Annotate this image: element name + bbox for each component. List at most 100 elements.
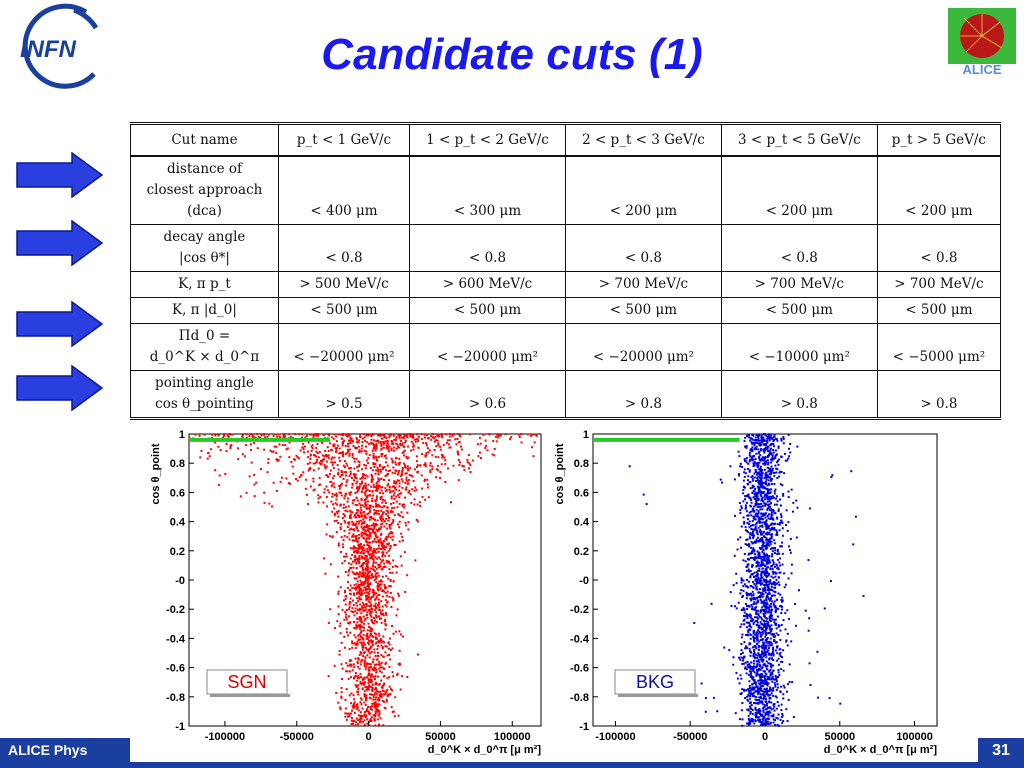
data-point [751,524,754,527]
data-point [327,675,330,678]
data-point [436,464,439,467]
data-point [359,589,362,592]
cut-value-cell: < −20000 μm² [564,323,722,371]
data-point [369,605,372,608]
data-point [758,630,761,633]
data-point [768,497,771,500]
data-point [398,520,401,523]
data-point [380,442,383,445]
data-point [355,562,358,565]
data-point [359,635,362,638]
data-point [341,444,344,447]
data-point [773,606,776,609]
data-point [416,520,419,523]
page-number: 31 [978,738,1024,762]
data-point [351,669,354,672]
data-point [378,491,381,494]
data-point [771,533,774,536]
data-point [779,571,782,574]
data-point [779,604,782,607]
data-point [354,473,357,476]
data-point [754,553,757,556]
data-point [704,710,707,713]
data-point [751,590,754,593]
data-point [387,450,390,453]
data-point [382,518,385,521]
data-point [746,607,749,610]
data-point [775,645,778,648]
data-point [380,496,383,499]
data-point [369,665,372,668]
data-point [759,609,762,612]
data-point [415,518,418,521]
data-point [767,677,770,680]
data-point [437,469,440,472]
data-point [371,499,374,502]
data-point [341,678,344,681]
data-point [721,481,724,484]
data-point [267,433,270,436]
data-point [396,608,399,611]
data-point [359,436,362,439]
data-point [764,672,767,675]
data-point [762,643,765,646]
data-point [759,714,762,717]
data-point [776,495,779,498]
cut-value-cell: < 200 μm [876,155,1002,225]
data-point [749,537,752,540]
data-point [775,453,778,456]
data-point [385,546,388,549]
data-point [340,536,343,539]
data-point [319,483,322,486]
data-point [769,447,772,450]
data-point [317,434,320,437]
data-point [766,515,769,518]
data-point [762,439,765,442]
data-point [369,582,372,585]
data-point [363,463,366,466]
data-point [751,450,754,453]
data-point [371,469,374,472]
data-point [776,500,779,503]
data-point [368,625,371,628]
data-point [353,676,356,679]
data-point [747,688,750,691]
data-point [335,449,338,452]
data-point [325,453,328,456]
data-point [781,599,784,602]
data-point [351,523,354,526]
data-point [435,445,438,448]
data-point [337,590,340,593]
data-point [358,721,361,724]
data-point [371,643,374,646]
data-point [381,434,384,437]
data-point [735,671,738,674]
data-point [757,505,760,508]
data-point [758,474,761,477]
data-point [354,636,357,639]
data-point [751,580,754,583]
data-point [263,433,266,436]
data-point [332,482,335,485]
data-point [764,568,767,571]
data-point [752,594,755,597]
data-point [375,568,378,571]
data-point [765,644,768,647]
data-point [762,572,765,575]
sample-tag-label: SGN [227,672,266,692]
data-point [351,454,354,457]
data-point [425,433,428,436]
data-point [784,459,787,462]
data-point [761,576,764,579]
data-point [312,480,315,483]
data-point [468,467,471,470]
data-point [344,466,347,469]
x-tick-label: 50000 [425,731,456,743]
data-point [366,588,369,591]
data-point [767,631,770,634]
data-point [268,502,271,505]
data-point [766,690,769,693]
data-point [753,649,756,652]
data-point [341,562,344,565]
data-point [757,553,760,556]
